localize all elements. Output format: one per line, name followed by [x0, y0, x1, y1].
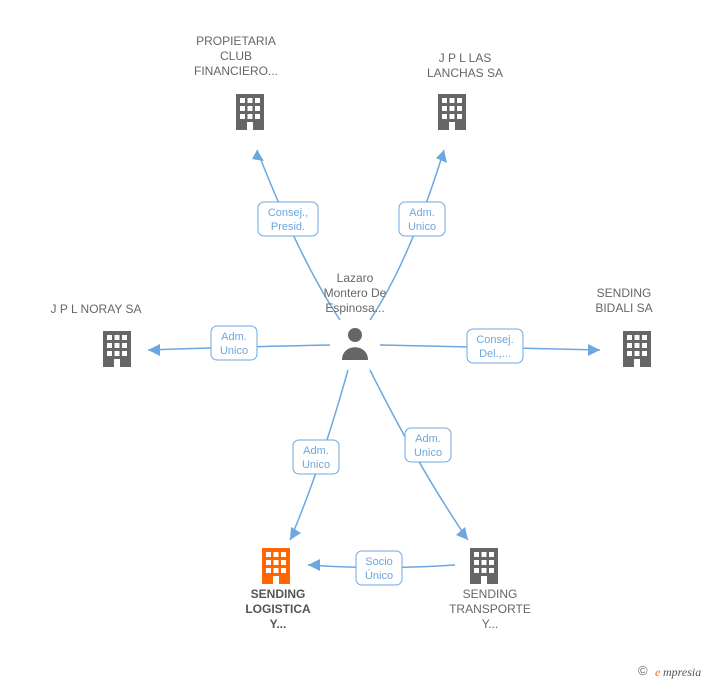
svg-text:SENDING: SENDING — [251, 587, 306, 601]
svg-text:©: © — [638, 663, 648, 678]
svg-text:Adm.: Adm. — [415, 433, 441, 445]
svg-text:Del.,...: Del.,... — [479, 348, 511, 360]
footer-branding: © e mpresia — [638, 663, 701, 679]
svg-text:SENDING: SENDING — [463, 587, 518, 601]
svg-text:FINANCIERO...: FINANCIERO... — [194, 64, 278, 78]
svg-text:PROPIETARIA: PROPIETARIA — [196, 34, 276, 48]
svg-text:Presid.: Presid. — [271, 221, 305, 233]
building-icon — [438, 94, 466, 130]
edge-transporte-to-logistica: Socio Único — [308, 551, 455, 585]
svg-text:Espinosa...: Espinosa... — [325, 301, 384, 315]
node-sending-logistica[interactable]: SENDING LOGISTICA Y... — [245, 548, 311, 631]
building-icon — [262, 548, 290, 584]
svg-text:Único: Único — [365, 569, 393, 582]
edge-to-bidali: Consej. Del.,... — [380, 329, 600, 363]
svg-text:J P L LAS: J P L LAS — [439, 51, 492, 65]
edge-to-noray: Adm. Unico — [148, 326, 330, 360]
svg-text:Lazaro: Lazaro — [337, 271, 374, 285]
svg-text:TRANSPORTE: TRANSPORTE — [449, 602, 531, 616]
svg-text:LANCHAS SA: LANCHAS SA — [427, 66, 503, 80]
svg-text:Adm.: Adm. — [221, 331, 247, 343]
svg-text:Unico: Unico — [220, 345, 248, 357]
node-propietaria[interactable]: PROPIETARIA CLUB FINANCIERO... — [194, 34, 278, 130]
svg-text:CLUB: CLUB — [220, 49, 252, 63]
building-icon — [236, 94, 264, 130]
svg-text:Consej.: Consej. — [476, 334, 513, 346]
svg-text:Unico: Unico — [302, 459, 330, 471]
edge-to-logistica: Adm. Unico — [290, 370, 348, 540]
svg-text:BIDALI SA: BIDALI SA — [595, 301, 652, 315]
network-diagram: Consej., Presid. Adm. Unico Consej. Del.… — [0, 0, 728, 685]
center-person-node[interactable]: Lazaro Montero De Espinosa... — [324, 271, 387, 360]
node-sending-bidali[interactable]: SENDING BIDALI SA — [595, 286, 652, 367]
edge-to-transporte: Adm. Unico — [370, 370, 468, 540]
svg-text:Montero De: Montero De — [324, 286, 387, 300]
node-sending-transporte[interactable]: SENDING TRANSPORTE Y... — [449, 548, 531, 631]
building-icon — [103, 331, 131, 367]
svg-text:Adm.: Adm. — [303, 445, 329, 457]
node-jpl-noray[interactable]: J P L NORAY SA — [51, 302, 142, 367]
svg-text:SENDING: SENDING — [597, 286, 652, 300]
building-icon — [470, 548, 498, 584]
svg-text:Adm.: Adm. — [409, 207, 435, 219]
svg-text:Socio: Socio — [365, 556, 393, 568]
svg-text:mpresia: mpresia — [663, 665, 701, 679]
svg-text:Y...: Y... — [482, 617, 498, 631]
person-icon — [342, 328, 368, 360]
svg-text:e: e — [655, 665, 661, 679]
svg-text:Consej.,: Consej., — [268, 207, 308, 219]
node-jpl-lanchas[interactable]: J P L LAS LANCHAS SA — [427, 51, 503, 130]
building-icon — [623, 331, 651, 367]
svg-text:Unico: Unico — [414, 447, 442, 459]
svg-text:J P L NORAY SA: J P L NORAY SA — [51, 302, 142, 316]
svg-text:Y...: Y... — [270, 617, 287, 631]
svg-text:Unico: Unico — [408, 221, 436, 233]
svg-text:LOGISTICA: LOGISTICA — [245, 602, 311, 616]
